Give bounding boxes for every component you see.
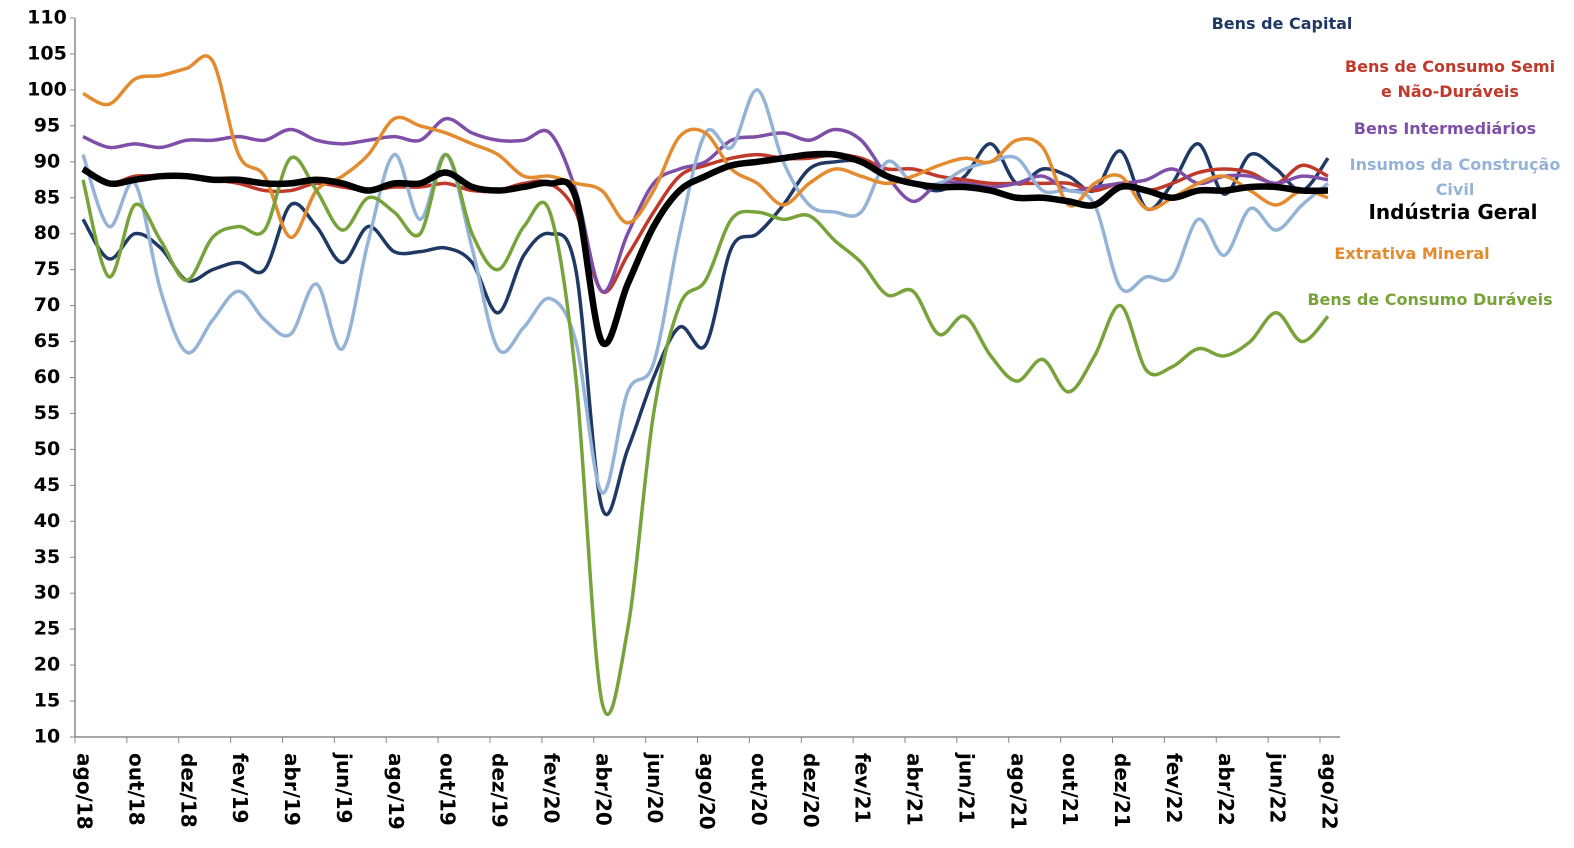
legend-label: Bens Intermediários: [1353, 119, 1537, 138]
series-line: [81, 88, 1330, 495]
x-tick-label: dez/21: [1110, 753, 1134, 828]
x-tick-label: ago/19: [384, 753, 408, 830]
series-line: [81, 142, 1330, 517]
x-tick-label: jun/20: [643, 752, 667, 823]
legend-label: Insumos da Construção Civil: [1349, 155, 1561, 199]
legend-label: Bens de Capital: [1211, 14, 1353, 33]
y-tick-label: 95: [34, 114, 60, 136]
x-tick-label: out/20: [747, 753, 771, 826]
y-tick-label: 15: [34, 690, 60, 712]
x-tick-label: ago/22: [1318, 753, 1342, 830]
x-tick-label: out/18: [124, 753, 148, 826]
x-tick-label: dez/19: [488, 753, 512, 828]
x-tick-label: fev/21: [851, 753, 875, 823]
y-tick-label: 65: [34, 330, 60, 352]
x-tick-label: jun/19: [332, 752, 356, 823]
x-tick-label: dez/18: [176, 753, 200, 828]
y-tick-label: 90: [34, 150, 60, 172]
x-tick-label: out/21: [1058, 753, 1082, 826]
y-tick-label: 40: [34, 510, 60, 532]
legend-label: Extrativa Mineral: [1334, 244, 1490, 263]
y-tick-label: 80: [34, 222, 60, 244]
x-tick-label: ago/18: [73, 753, 97, 830]
x-tick-label: dez/20: [799, 753, 823, 828]
x-tick-label: ago/21: [1006, 753, 1030, 830]
x-tick-label: fev/20: [539, 753, 563, 823]
x-tick-label: jun/21: [954, 752, 978, 823]
x-tick-label: jun/22: [1266, 752, 1290, 823]
y-tick-label: 85: [34, 186, 60, 208]
y-tick-label: 25: [34, 618, 60, 640]
y-tick-label: 20: [34, 654, 60, 676]
y-tick-label: 110: [27, 7, 67, 29]
x-tick-label: abr/22: [1214, 753, 1238, 826]
y-tick-label: 70: [34, 294, 60, 316]
x-tick-label: fev/22: [1162, 753, 1186, 823]
legend-label: Bens de Consumo Duráveis: [1307, 290, 1553, 309]
y-tick-label: 75: [34, 258, 60, 280]
x-tick-label: fev/19: [228, 753, 252, 823]
x-tick-label: ago/20: [695, 753, 719, 830]
series-line: [81, 150, 1329, 348]
series-line: [81, 152, 1330, 717]
x-tick-label: abr/19: [280, 753, 304, 826]
y-tick-label: 45: [34, 474, 60, 496]
x-tick-label: out/19: [436, 753, 460, 826]
legend-label: Indústria Geral: [1368, 200, 1538, 224]
x-tick-label: abr/20: [591, 753, 615, 826]
y-tick-label: 50: [34, 438, 60, 460]
legend-label: Bens de Consumo Semi e Não-Duráveis: [1344, 57, 1556, 101]
x-tick-label: abr/21: [903, 753, 927, 826]
y-tick-label: 35: [34, 546, 60, 568]
y-tick-label: 60: [34, 366, 60, 388]
y-tick-label: 10: [34, 726, 60, 748]
y-tick-label: 100: [27, 78, 67, 100]
y-tick-label: 55: [34, 402, 60, 424]
series-line: [82, 54, 1329, 240]
series-line: [82, 116, 1329, 294]
y-tick-label: 105: [27, 42, 67, 64]
y-tick-label: 30: [34, 582, 60, 604]
